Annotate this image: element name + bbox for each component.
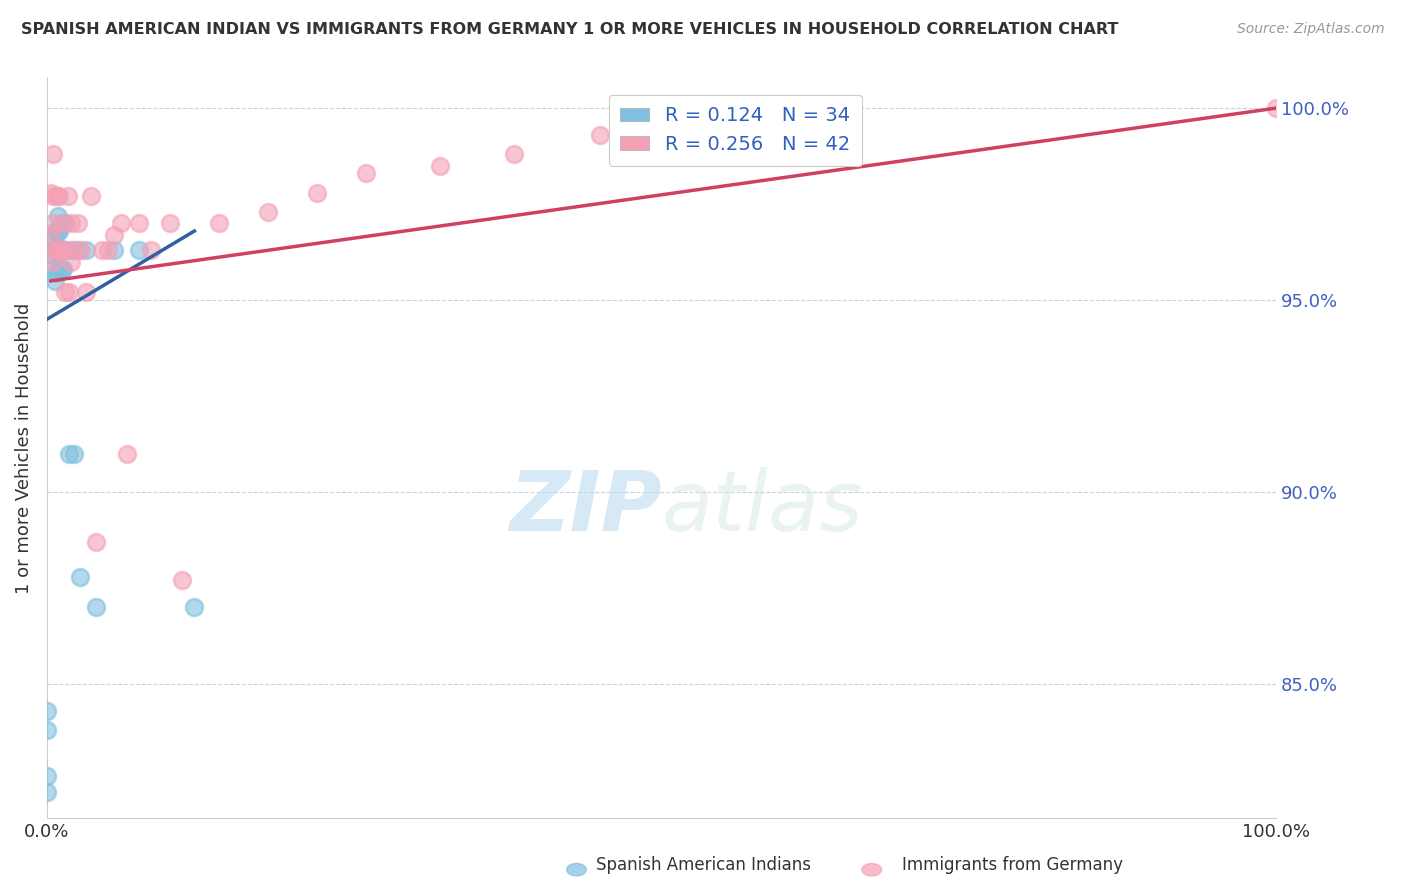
Text: Source: ZipAtlas.com: Source: ZipAtlas.com — [1237, 22, 1385, 37]
Point — [51, 262, 73, 277]
Point — [115, 447, 138, 461]
Point — [45, 266, 67, 280]
Point — [46, 224, 69, 238]
Y-axis label: 1 or more Vehicles in Household: 1 or more Vehicles in Household — [15, 302, 32, 593]
Point — [103, 227, 125, 242]
Point — [75, 244, 97, 258]
Legend: R = 0.124   N = 34, R = 0.256   N = 42: R = 0.124 N = 34, R = 0.256 N = 42 — [609, 95, 862, 166]
Point — [39, 227, 62, 242]
Point — [42, 254, 65, 268]
Point — [52, 216, 75, 230]
Point — [42, 244, 65, 258]
Point — [53, 285, 76, 300]
Point — [48, 262, 70, 277]
Point — [42, 216, 65, 230]
Point — [58, 285, 80, 300]
Point — [45, 239, 67, 253]
Point — [429, 159, 451, 173]
Point — [84, 600, 107, 615]
Point — [58, 447, 80, 461]
Point — [66, 216, 89, 230]
Point — [63, 244, 86, 258]
Point — [589, 128, 612, 142]
Point — [53, 244, 76, 258]
Point — [44, 244, 66, 258]
Point — [53, 216, 76, 230]
Text: atlas: atlas — [661, 467, 863, 548]
Point — [307, 186, 329, 200]
Point — [42, 262, 65, 277]
Point — [103, 244, 125, 258]
Point — [60, 254, 83, 268]
Point — [51, 244, 73, 258]
Text: Spanish American Indians: Spanish American Indians — [596, 856, 810, 874]
Point — [97, 244, 120, 258]
Point — [159, 216, 181, 230]
Point — [69, 569, 91, 583]
Point — [48, 244, 70, 258]
Point — [172, 574, 194, 588]
Point — [66, 244, 89, 258]
Point — [110, 216, 132, 230]
Text: SPANISH AMERICAN INDIAN VS IMMIGRANTS FROM GERMANY 1 OR MORE VEHICLES IN HOUSEHO: SPANISH AMERICAN INDIAN VS IMMIGRANTS FR… — [21, 22, 1118, 37]
Point — [60, 216, 83, 230]
Point — [56, 189, 79, 203]
Point — [35, 769, 58, 783]
Point — [48, 244, 70, 258]
Point — [42, 189, 65, 203]
Point — [44, 244, 66, 258]
Point — [48, 189, 70, 203]
Point — [141, 244, 163, 258]
Point — [44, 224, 66, 238]
Point — [91, 244, 114, 258]
Point — [84, 535, 107, 549]
Point — [183, 600, 205, 615]
Point — [75, 285, 97, 300]
Point — [44, 274, 66, 288]
Point — [51, 216, 73, 230]
Point — [35, 784, 58, 798]
Point — [1265, 101, 1288, 115]
Point — [128, 244, 150, 258]
Point — [356, 166, 378, 180]
Point — [35, 704, 58, 718]
Point — [42, 147, 65, 161]
Point — [46, 209, 69, 223]
Point — [39, 227, 62, 242]
Point — [52, 262, 75, 277]
Point — [128, 216, 150, 230]
Point — [48, 224, 70, 238]
Text: ZIP: ZIP — [509, 467, 661, 548]
Point — [39, 186, 62, 200]
Point — [52, 244, 75, 258]
Point — [60, 244, 83, 258]
Point — [45, 244, 67, 258]
Point — [35, 723, 58, 738]
Point — [208, 216, 231, 230]
Point — [80, 189, 103, 203]
Point — [63, 447, 86, 461]
Point — [53, 244, 76, 258]
Point — [45, 189, 67, 203]
Point — [503, 147, 526, 161]
Point — [39, 247, 62, 261]
Point — [70, 244, 93, 258]
Text: Immigrants from Germany: Immigrants from Germany — [901, 856, 1123, 874]
Point — [257, 204, 280, 219]
